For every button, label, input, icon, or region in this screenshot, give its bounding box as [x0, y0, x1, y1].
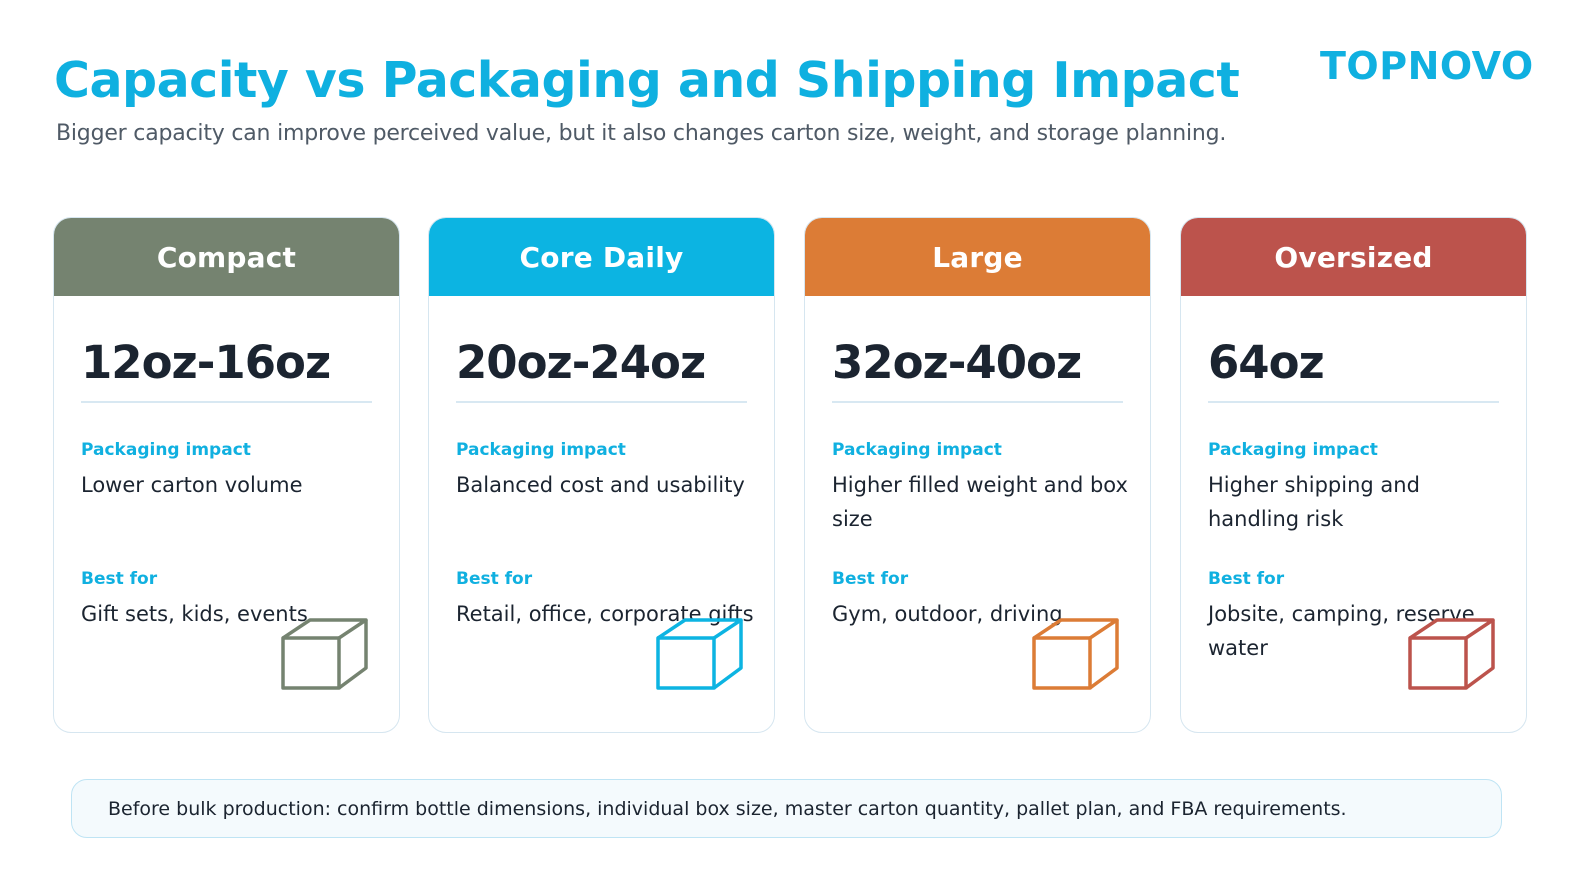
page-title: Capacity vs Packaging and Shipping Impac… — [54, 52, 1240, 109]
packaging-impact-text: Higher shipping and handling risk — [1208, 473, 1420, 531]
card-header: Large — [805, 218, 1150, 296]
best-for-text: Gift sets, kids, events — [81, 602, 308, 626]
production-note: Before bulk production: confirm bottle d… — [71, 779, 1502, 838]
card-oversized: Oversized 64oz Packaging impact Higher s… — [1180, 217, 1527, 733]
packaging-impact-text: Balanced cost and usability — [456, 473, 745, 497]
packaging-impact-text: Higher filled weight and box size — [832, 473, 1128, 531]
divider — [832, 401, 1123, 403]
card-header: Compact — [54, 218, 399, 296]
capacity-range: 12oz-16oz — [81, 336, 331, 389]
best-for-label: Best for — [1208, 569, 1285, 589]
card-header: Oversized — [1181, 218, 1526, 296]
box-icon — [1032, 618, 1119, 690]
box-icon — [656, 618, 743, 690]
card-core-daily: Core Daily 20oz-24oz Packaging impact Ba… — [428, 217, 775, 733]
best-for-label: Best for — [832, 569, 909, 589]
divider — [1208, 401, 1499, 403]
card-large: Large 32oz-40oz Packaging impact Higher … — [804, 217, 1151, 733]
capacity-range: 20oz-24oz — [456, 336, 706, 389]
box-icon — [281, 618, 368, 690]
packaging-impact-label: Packaging impact — [1208, 440, 1378, 460]
brand-logo: TOPNOVO — [1320, 44, 1534, 88]
packaging-impact-text: Lower carton volume — [81, 473, 303, 497]
best-for-text: Retail, office, corporate gifts — [456, 602, 754, 626]
divider — [81, 401, 372, 403]
box-icon — [1408, 618, 1495, 690]
card-header: Core Daily — [429, 218, 774, 296]
page-subtitle: Bigger capacity can improve perceived va… — [56, 121, 1227, 146]
best-for-text: Jobsite, camping, reserve water — [1208, 602, 1475, 660]
packaging-impact-label: Packaging impact — [81, 440, 251, 460]
card-compact: Compact 12oz-16oz Packaging impact Lower… — [53, 217, 400, 733]
packaging-impact-label: Packaging impact — [832, 440, 1002, 460]
best-for-label: Best for — [81, 569, 158, 589]
capacity-range: 64oz — [1208, 336, 1325, 389]
best-for-label: Best for — [456, 569, 533, 589]
packaging-impact-label: Packaging impact — [456, 440, 626, 460]
best-for-text: Gym, outdoor, driving — [832, 602, 1063, 626]
divider — [456, 401, 747, 403]
capacity-range: 32oz-40oz — [832, 336, 1082, 389]
